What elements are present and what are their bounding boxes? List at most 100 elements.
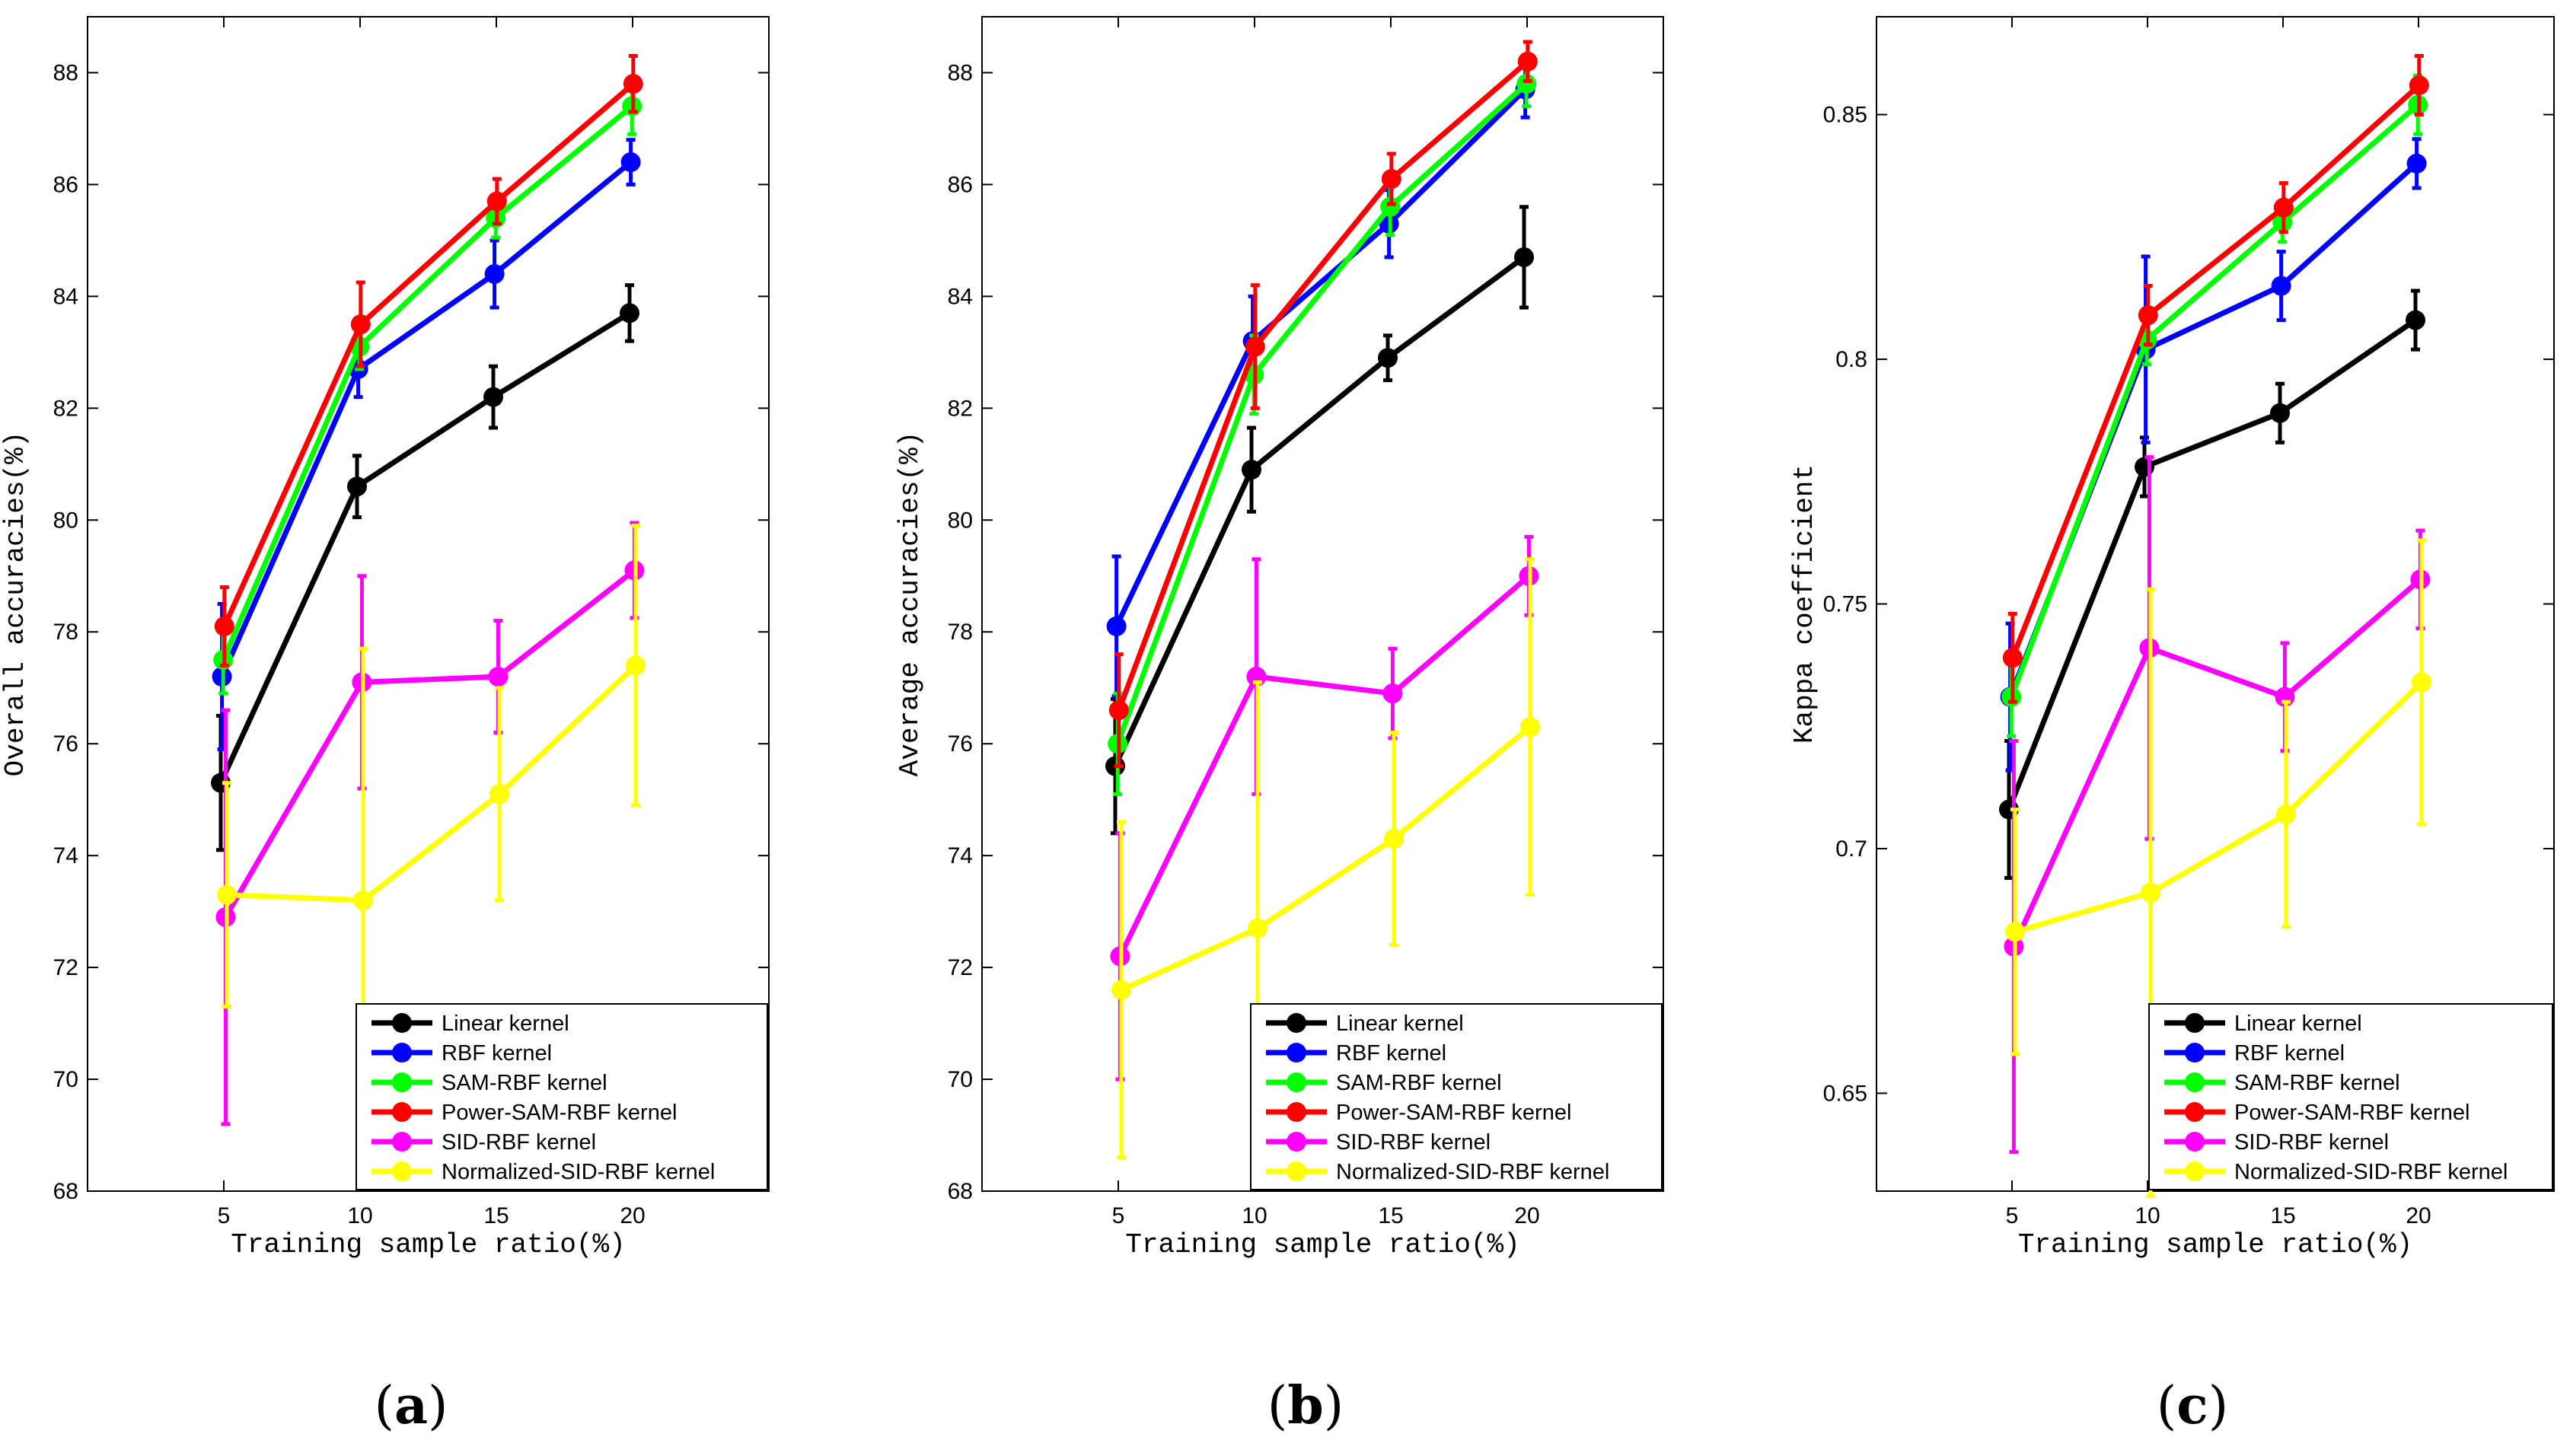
- legend-label: RBF kernel: [442, 1041, 552, 1066]
- x-tick-label: 15: [1378, 1203, 1403, 1228]
- series-linear-kernel: [1999, 288, 2425, 881]
- data-point: [483, 387, 503, 407]
- data-point: [2271, 276, 2291, 296]
- legend-swatch-marker: [392, 1072, 412, 1092]
- legend-swatch-marker: [1287, 1013, 1306, 1033]
- panel-label-letter: b: [1287, 1375, 1324, 1436]
- series-sid-rbf-kernel: [1110, 534, 1539, 1082]
- data-point: [1111, 980, 1131, 1000]
- data-point: [2276, 804, 2296, 824]
- series-normalized-sid-rbf-kernel: [217, 524, 646, 1155]
- x-tick-label: 10: [347, 1203, 372, 1228]
- y-tick-label: 84: [948, 284, 973, 309]
- legend-box: [2148, 1003, 2553, 1190]
- y-tick-label: 76: [948, 731, 973, 757]
- series-line: [223, 568, 636, 919]
- legend-swatch-marker: [1287, 1072, 1306, 1092]
- data-point: [353, 890, 373, 910]
- legend-swatch-marker: [392, 1132, 412, 1152]
- x-tick-label: 15: [483, 1203, 509, 1228]
- series-line: [1112, 255, 1526, 768]
- series-line: [220, 104, 634, 661]
- series-line: [226, 663, 638, 903]
- series-power-sam-rbf-kernel: [2002, 53, 2429, 704]
- series-linear-kernel: [211, 283, 639, 852]
- legend-swatch-marker: [1287, 1102, 1306, 1122]
- y-tick-label: 80: [948, 508, 973, 533]
- series-line: [2011, 577, 2422, 948]
- legend-label: Normalized-SID-RBF kernel: [2234, 1160, 2508, 1184]
- y-tick-label: 86: [53, 172, 78, 197]
- y-tick-label: 86: [948, 172, 973, 197]
- series-line: [218, 311, 631, 785]
- series-line: [1114, 88, 1528, 628]
- x-tick-label: 5: [2006, 1203, 2019, 1228]
- y-tick-label: 0.85: [1823, 103, 1867, 128]
- y-tick-label: 70: [948, 1067, 973, 1092]
- data-point: [623, 74, 643, 94]
- y-tick-label: 88: [948, 60, 973, 85]
- data-point: [620, 152, 641, 173]
- data-point: [488, 667, 509, 687]
- legend-label: Power-SAM-RBF kernel: [2234, 1101, 2470, 1125]
- series-line: [1120, 725, 1532, 992]
- data-point: [2406, 153, 2427, 174]
- legend: Linear kernel RBF kernel SAM-RBF kernel Pow…: [356, 1003, 768, 1190]
- data-point: [1248, 918, 1267, 938]
- x-tick-label: 5: [218, 1203, 231, 1228]
- data-point: [2005, 922, 2025, 942]
- data-point: [1245, 336, 1265, 357]
- y-tick-label: 0.75: [1823, 592, 1867, 617]
- x-axis-label: Training sample ratio(%): [1125, 1229, 1519, 1260]
- legend-swatch-marker: [2185, 1072, 2205, 1092]
- series-line: [1118, 574, 1531, 957]
- panel-label-open: (: [1267, 1376, 1288, 1436]
- data-point: [350, 314, 371, 335]
- panel-label-open: (: [374, 1376, 394, 1436]
- legend-swatch-marker: [2185, 1102, 2205, 1122]
- panel-label-close: ): [428, 1376, 448, 1436]
- legend-label: Power-SAM-RBF kernel: [442, 1101, 677, 1125]
- x-tick-label: 20: [2406, 1203, 2431, 1228]
- legend-label: Normalized-SID-RBF kernel: [442, 1160, 715, 1184]
- x-tick-label: 10: [2135, 1203, 2160, 1228]
- series-power-sam-rbf-kernel: [1108, 40, 1538, 769]
- plot-frame: [981, 16, 1664, 1192]
- legend: Linear kernel RBF kernel SAM-RBF kernel Pow…: [1250, 1003, 1663, 1190]
- data-point: [1106, 616, 1127, 636]
- panel-label-letter: a: [394, 1375, 428, 1436]
- y-tick-label: 88: [53, 60, 78, 85]
- x-tick-label: 10: [1242, 1203, 1267, 1228]
- y-tick-label: 74: [948, 843, 973, 868]
- legend-swatch-marker: [392, 1161, 412, 1181]
- series-line: [2014, 680, 2424, 935]
- y-tick-label: 72: [948, 955, 973, 980]
- data-point: [620, 303, 639, 323]
- legend-label: SAM-RBF kernel: [442, 1071, 607, 1095]
- series-sam-rbf-kernel: [213, 76, 642, 696]
- legend-label: Linear kernel: [2234, 1012, 2362, 1036]
- panel-label: (a): [374, 1375, 448, 1436]
- x-axis-label: Training sample ratio(%): [2018, 1229, 2412, 1260]
- legend-swatch-marker: [2185, 1132, 2205, 1152]
- y-tick-label: 0.8: [1835, 347, 1867, 372]
- legend-swatch-marker: [1287, 1043, 1306, 1063]
- y-tick-label: 78: [53, 620, 78, 645]
- data-point: [1381, 169, 1401, 190]
- legend-label: SAM-RBF kernel: [2234, 1071, 2400, 1095]
- y-tick-label: 82: [53, 396, 78, 421]
- series-line: [222, 81, 636, 628]
- plot-frame: [87, 16, 770, 1192]
- y-tick-label: 78: [948, 620, 973, 645]
- y-axis-label: Kappa coefficient: [1789, 464, 1820, 744]
- data-point: [214, 616, 234, 636]
- series-line: [2010, 83, 2422, 659]
- data-point: [626, 655, 646, 676]
- panel-label-close: ): [1324, 1376, 1344, 1436]
- data-point: [1108, 700, 1129, 721]
- legend-label: RBF kernel: [1336, 1041, 1446, 1066]
- data-point: [2273, 197, 2294, 218]
